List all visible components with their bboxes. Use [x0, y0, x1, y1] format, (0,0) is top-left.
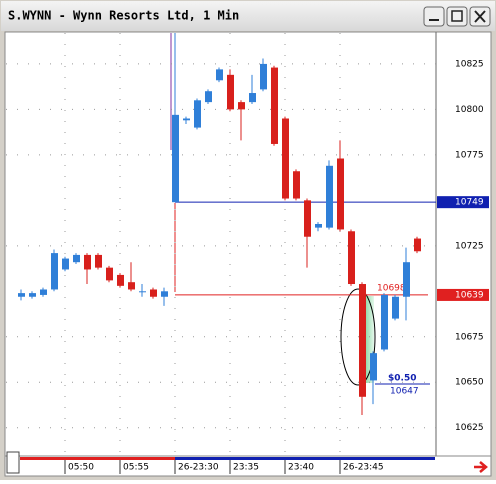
candle-body [205, 91, 212, 103]
y-tick-label: 10675 [455, 332, 484, 342]
candle-body [348, 231, 355, 285]
time-axis-area [4, 455, 492, 477]
candle-body [293, 171, 300, 199]
candle-body [249, 93, 256, 103]
candle-body [304, 200, 311, 237]
scroll-arrow[interactable] [474, 461, 488, 473]
candle-body [128, 282, 135, 290]
annotation: 10647 [390, 387, 419, 397]
candle-body [40, 289, 47, 295]
candle-body [139, 291, 146, 293]
candle-body [227, 74, 234, 110]
highlight-ellipse [340, 288, 376, 386]
candle-body [183, 118, 190, 121]
candle-body [370, 353, 377, 381]
candle-body [414, 238, 421, 252]
candle-body [403, 262, 410, 297]
annotation: 10698 [377, 284, 406, 294]
price-tag: 10639 [455, 290, 484, 300]
candle-body [117, 274, 124, 286]
x-tick-label: 05:55 [123, 463, 149, 473]
candle-body [271, 67, 278, 144]
candle-body [194, 100, 201, 128]
candle-body [172, 114, 179, 203]
candle-body [392, 296, 399, 319]
maximize-icon [451, 10, 463, 22]
candle-body [359, 284, 366, 397]
candle-body [282, 118, 289, 199]
x-tick-label: 23:40 [288, 463, 314, 473]
candle-body [150, 289, 157, 297]
candle-body [315, 223, 322, 228]
close-icon [474, 10, 486, 23]
session-bar-prev [20, 457, 175, 460]
candle-body [326, 165, 333, 228]
candle-body [84, 254, 91, 270]
y-tick-label: 10650 [455, 378, 484, 388]
title-bar [1, 1, 495, 31]
scroll-box[interactable] [6, 451, 20, 474]
price-tag-box [437, 196, 489, 209]
candle-body [337, 158, 344, 230]
y-tick-label: 10625 [455, 423, 484, 433]
candle-body [18, 293, 25, 297]
candle-body [260, 63, 267, 90]
plot-area [4, 31, 492, 457]
candle-body [95, 254, 102, 268]
candle-body [381, 294, 388, 350]
price-tag-box [437, 288, 489, 301]
candle-body [238, 102, 245, 110]
x-tick-label: 05:50 [68, 463, 94, 473]
candle-body [106, 267, 113, 281]
y-tick-label: 10825 [455, 59, 484, 69]
x-tick-label: 26-23:45 [343, 463, 384, 473]
candle-body [216, 69, 223, 81]
maximize-button[interactable] [446, 6, 468, 27]
x-tick-label: 26-23:30 [178, 463, 219, 473]
annotation: $0.50 [388, 374, 416, 384]
window-title: S.WYNN - Wynn Resorts Ltd, 1 Min [8, 9, 239, 23]
y-tick-label: 10775 [455, 150, 484, 160]
y-tick-label: 10725 [455, 241, 484, 251]
candle-body [29, 293, 36, 297]
candle-body [51, 253, 58, 290]
session-bar-current [175, 457, 435, 460]
candle-body [161, 291, 168, 297]
x-tick-label: 23:35 [233, 463, 259, 473]
candle-body [62, 258, 69, 270]
y-tick-label: 10800 [455, 105, 484, 115]
price-tag: 10749 [455, 198, 484, 208]
minimize-button[interactable] [423, 6, 445, 27]
window-buttons[interactable] [423, 6, 491, 27]
candle-body [73, 254, 80, 263]
